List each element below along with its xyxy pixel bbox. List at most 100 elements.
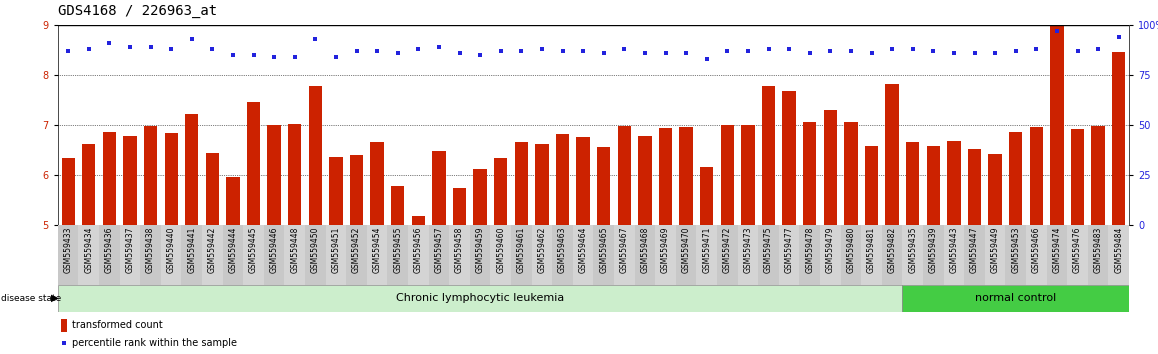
Point — [1089, 46, 1107, 52]
Text: GSM559461: GSM559461 — [516, 227, 526, 273]
Point — [389, 50, 408, 56]
Point — [162, 46, 181, 52]
Bar — [206, 153, 219, 354]
Bar — [1050, 17, 1064, 354]
Text: GSM559456: GSM559456 — [413, 227, 423, 273]
Point — [80, 46, 98, 52]
Bar — [100, 225, 119, 285]
Text: GSM559483: GSM559483 — [1093, 227, 1102, 273]
Bar — [882, 225, 902, 285]
Text: GSM559442: GSM559442 — [208, 227, 217, 273]
Text: GSM559464: GSM559464 — [579, 227, 587, 273]
Text: GSM559438: GSM559438 — [146, 227, 155, 273]
Text: GSM559466: GSM559466 — [1032, 227, 1041, 273]
Text: GSM559453: GSM559453 — [1011, 227, 1020, 273]
Bar — [779, 225, 799, 285]
Text: GSM559443: GSM559443 — [950, 227, 959, 273]
Text: GSM559439: GSM559439 — [929, 227, 938, 273]
Point — [779, 46, 798, 52]
Point — [100, 40, 118, 46]
Bar — [865, 146, 878, 354]
Point — [491, 48, 510, 53]
Bar — [329, 157, 343, 354]
Bar — [762, 86, 775, 354]
Point — [223, 52, 242, 58]
Bar — [1026, 225, 1047, 285]
Point — [512, 48, 530, 53]
Bar — [350, 155, 364, 354]
Point — [1109, 34, 1128, 40]
Bar — [103, 132, 116, 354]
Text: GSM559449: GSM559449 — [990, 227, 999, 273]
Bar — [161, 225, 182, 285]
Text: GSM559455: GSM559455 — [394, 227, 402, 273]
Bar — [696, 225, 717, 285]
Bar — [902, 225, 923, 285]
Bar — [638, 136, 652, 354]
Point — [615, 46, 633, 52]
Bar — [164, 133, 178, 354]
Bar — [449, 225, 470, 285]
Bar — [968, 149, 981, 354]
Text: GSM559460: GSM559460 — [497, 227, 505, 273]
Point — [471, 52, 490, 58]
Bar — [1071, 129, 1084, 354]
Bar — [243, 225, 264, 285]
Text: GSM559454: GSM559454 — [373, 227, 382, 273]
Bar — [226, 177, 240, 354]
Text: GSM559484: GSM559484 — [1114, 227, 1123, 273]
Bar — [288, 124, 301, 354]
Text: GSM559435: GSM559435 — [908, 227, 917, 273]
Bar — [267, 125, 281, 354]
Bar — [432, 151, 446, 354]
Point — [739, 48, 757, 53]
Text: GSM559479: GSM559479 — [826, 227, 835, 273]
Text: GSM559477: GSM559477 — [785, 227, 793, 273]
Text: GSM559459: GSM559459 — [476, 227, 485, 273]
Point — [554, 48, 572, 53]
Bar — [535, 144, 549, 354]
Point — [903, 46, 922, 52]
Point — [286, 54, 305, 59]
Bar — [902, 285, 1129, 312]
Bar — [741, 125, 755, 354]
Point — [306, 36, 324, 42]
Bar — [717, 225, 738, 285]
Bar — [944, 225, 965, 285]
Bar — [926, 146, 940, 354]
Bar — [82, 144, 95, 354]
Bar — [635, 225, 655, 285]
Text: ▶: ▶ — [51, 293, 58, 303]
Point — [594, 50, 613, 56]
Text: GSM559446: GSM559446 — [270, 227, 279, 273]
Point — [409, 46, 427, 52]
Text: GSM559444: GSM559444 — [228, 227, 237, 273]
Bar — [185, 114, 198, 354]
Bar — [1108, 225, 1129, 285]
Point — [347, 48, 366, 53]
Text: GSM559451: GSM559451 — [331, 227, 340, 273]
Bar — [906, 142, 919, 354]
Bar — [453, 188, 467, 354]
Point — [882, 46, 901, 52]
Bar — [577, 137, 589, 354]
Bar — [1068, 225, 1087, 285]
Bar — [556, 134, 570, 354]
Bar — [79, 225, 100, 285]
Bar — [264, 225, 285, 285]
Text: normal control: normal control — [975, 293, 1056, 303]
Text: GSM559440: GSM559440 — [167, 227, 176, 273]
Bar — [923, 225, 944, 285]
Bar — [388, 225, 408, 285]
Bar — [371, 142, 384, 354]
Bar — [61, 158, 75, 354]
Text: GSM559475: GSM559475 — [764, 227, 774, 273]
Bar — [1047, 225, 1068, 285]
Bar — [325, 225, 346, 285]
Bar — [701, 167, 713, 354]
Text: GSM559467: GSM559467 — [620, 227, 629, 273]
Point — [1069, 48, 1087, 53]
Bar — [783, 91, 796, 354]
Text: GSM559480: GSM559480 — [846, 227, 856, 273]
Bar — [676, 225, 696, 285]
